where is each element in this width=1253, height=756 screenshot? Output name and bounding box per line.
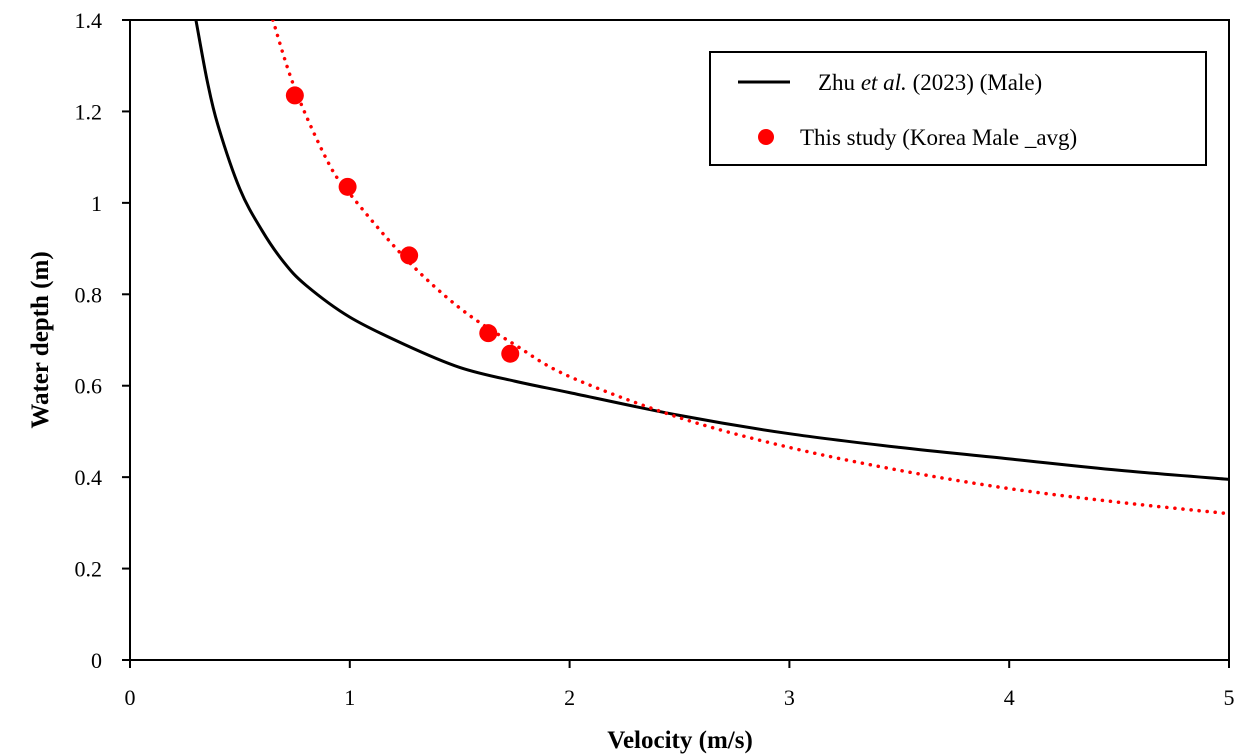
series-line-zhu <box>194 20 1229 481</box>
x-tick-label: 2 <box>564 685 575 710</box>
data-point <box>501 344 520 363</box>
legend-box <box>709 51 1207 166</box>
legend: Zhu et al. (2023) (Male) This study (Kor… <box>709 51 1207 166</box>
y-tick-label: 0.8 <box>75 282 103 307</box>
legend-label-this-study: This study (Korea Male _avg) <box>800 125 1077 150</box>
legend-label-zhu-part3: (2023) (Male) <box>907 70 1042 95</box>
y-tick-label: 0.4 <box>75 465 103 490</box>
data-point <box>479 324 498 343</box>
y-tick-label: 1 <box>91 191 102 216</box>
y-tick-label: 0.2 <box>75 557 103 582</box>
legend-label-zhu: Zhu et al. (2023) (Male) <box>818 70 1042 95</box>
x-tick-label: 1 <box>344 685 355 710</box>
x-tick-label: 5 <box>1224 685 1235 710</box>
y-tick-label: 1.4 <box>75 8 103 33</box>
legend-label-zhu-part1: Zhu <box>818 70 861 95</box>
data-point <box>400 246 419 265</box>
legend-marker-swatch <box>758 129 774 145</box>
y-tick-label: 0.6 <box>75 374 103 399</box>
x-tick-label: 0 <box>125 685 136 710</box>
y-tick-label: 0 <box>91 648 102 673</box>
y-axis-title: Water depth (m) <box>27 251 54 428</box>
data-point <box>285 86 304 105</box>
legend-label-zhu-etal: et al. <box>861 70 907 95</box>
y-tick-label: 1.2 <box>75 99 103 124</box>
x-tick-label: 4 <box>1004 685 1015 710</box>
x-axis-title: Velocity (m/s) <box>607 727 753 754</box>
data-point <box>338 177 357 196</box>
x-tick-label: 3 <box>784 685 795 710</box>
